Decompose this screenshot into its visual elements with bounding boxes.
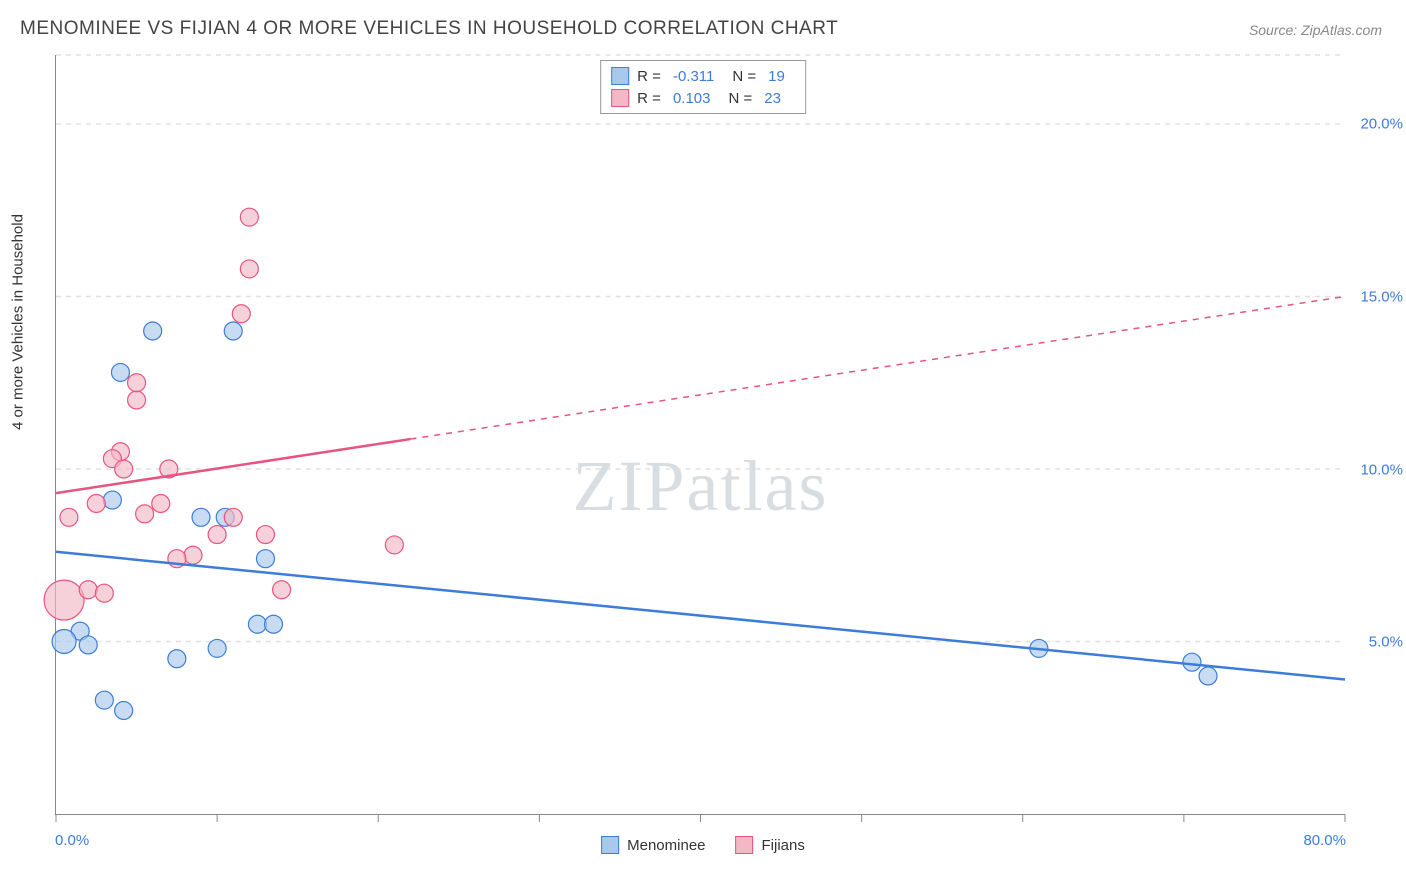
data-point <box>103 491 121 509</box>
data-point <box>184 546 202 564</box>
legend-swatch-menominee-b <box>601 836 619 854</box>
legend-bottom-menominee: Menominee <box>601 836 705 854</box>
data-point <box>265 615 283 633</box>
plot-svg <box>56 55 1345 814</box>
data-point <box>1199 667 1217 685</box>
data-point <box>87 495 105 513</box>
legend-swatch-menominee <box>611 67 629 85</box>
data-point <box>385 536 403 554</box>
y-tick-label: 5.0% <box>1369 634 1403 651</box>
legend-bottom-fijians: Fijians <box>736 836 805 854</box>
legend-r-value-menominee: -0.311 <box>673 68 714 85</box>
data-point <box>152 495 170 513</box>
data-point <box>79 581 97 599</box>
data-point <box>95 584 113 602</box>
plot-area: ZIPatlas 5.0%10.0%15.0%20.0% <box>55 55 1345 815</box>
legend-row-fijians: R = 0.103 N = 23 <box>611 87 795 109</box>
data-point <box>273 581 291 599</box>
data-point <box>115 702 133 720</box>
data-point <box>60 508 78 526</box>
legend-n-value-menominee: 19 <box>768 68 785 85</box>
legend-r-label: R = <box>637 68 661 85</box>
legend-top: R = -0.311 N = 19 R = 0.103 N = 23 <box>600 60 806 114</box>
y-axis-title: 4 or more Vehicles in Household <box>10 214 27 430</box>
legend-n-value-fijians: 23 <box>764 90 781 107</box>
legend-row-menominee: R = -0.311 N = 19 <box>611 65 795 87</box>
data-point <box>256 550 274 568</box>
data-point <box>136 505 154 523</box>
y-tick-label: 20.0% <box>1360 116 1403 133</box>
data-point <box>240 260 258 278</box>
x-axis-label-min: 0.0% <box>55 832 89 849</box>
y-tick-label: 15.0% <box>1360 288 1403 305</box>
data-point <box>115 460 133 478</box>
data-point <box>111 363 129 381</box>
data-point <box>256 526 274 544</box>
y-tick-label: 10.0% <box>1360 461 1403 478</box>
legend-bottom-label: Menominee <box>627 837 705 854</box>
legend-r-value-fijians: 0.103 <box>673 90 711 107</box>
legend-r-label: R = <box>637 90 661 107</box>
legend-swatch-fijians-b <box>736 836 754 854</box>
data-point <box>208 526 226 544</box>
trend-line <box>56 552 1345 680</box>
legend-n-label: N = <box>728 90 752 107</box>
chart-title: MENOMINEE VS FIJIAN 4 OR MORE VEHICLES I… <box>20 18 838 40</box>
data-point <box>168 650 186 668</box>
data-point <box>128 374 146 392</box>
data-point <box>1183 653 1201 671</box>
data-point <box>224 508 242 526</box>
data-point <box>208 639 226 657</box>
legend-bottom-label: Fijians <box>762 837 805 854</box>
legend-bottom: Menominee Fijians <box>601 836 805 854</box>
data-point <box>240 208 258 226</box>
legend-swatch-fijians <box>611 89 629 107</box>
x-axis-label-max: 80.0% <box>1303 832 1346 849</box>
data-point <box>128 391 146 409</box>
data-point <box>248 615 266 633</box>
data-point <box>44 580 84 620</box>
legend-n-label: N = <box>732 68 756 85</box>
data-point <box>79 636 97 654</box>
source-label: Source: ZipAtlas.com <box>1249 22 1382 38</box>
data-point <box>224 322 242 340</box>
chart-container: MENOMINEE VS FIJIAN 4 OR MORE VEHICLES I… <box>0 0 1406 892</box>
data-point <box>192 508 210 526</box>
data-point <box>52 630 76 654</box>
data-point <box>232 305 250 323</box>
trend-line-extrapolated <box>410 297 1345 440</box>
data-point <box>95 691 113 709</box>
data-point <box>144 322 162 340</box>
